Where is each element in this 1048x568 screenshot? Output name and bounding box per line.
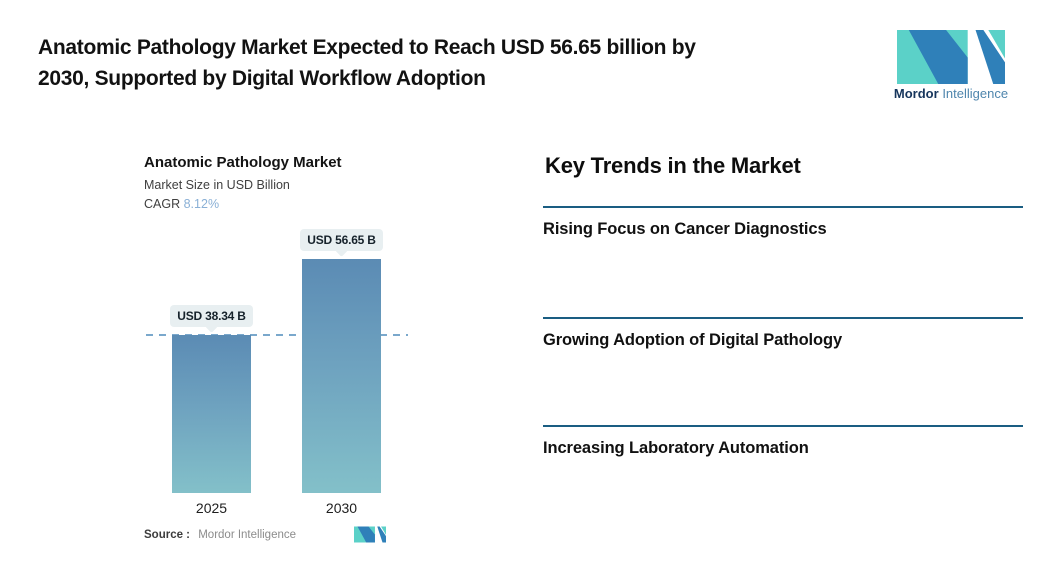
cagr-label: CAGR <box>144 197 181 211</box>
market-bar-chart: Anatomic Pathology Market Market Size in… <box>144 150 412 550</box>
chart-subtitle: Market Size in USD Billion <box>144 178 290 192</box>
page-title-line-1: Anatomic Pathology Market Expected to Re… <box>38 36 696 59</box>
brand-logo: Mordor Intelligence <box>884 30 1018 101</box>
mordor-intelligence-logo-small-icon <box>354 526 386 543</box>
value-callout-box: USD 56.65 B <box>300 229 383 257</box>
bar <box>172 335 251 493</box>
chart-cagr: CAGR 8.12% <box>144 197 219 211</box>
x-axis-label-2030: 2030 <box>325 500 358 516</box>
source-row: Source : Mordor Intelligence <box>144 529 296 541</box>
source-label: Source : <box>144 529 191 541</box>
mordor-intelligence-logo-icon <box>897 30 1005 84</box>
value-callout-2025: USD 38.34 B <box>170 305 253 333</box>
trends-heading: Key Trends in the Market <box>545 153 801 178</box>
page-title-line-2: 2030, Supported by Digital Workflow Adop… <box>38 67 486 90</box>
value-callout-2030: USD 56.65 B <box>300 229 383 257</box>
trend-item: Increasing Laboratory Automation <box>543 425 1023 458</box>
value-callout-box: USD 38.34 B <box>170 305 253 333</box>
key-trends-panel: Key Trends in the Market Rising Focus on… <box>543 150 1023 480</box>
brand-name-light: Intelligence <box>942 86 1009 101</box>
source-value: Mordor Intelligence <box>198 529 297 541</box>
cagr-value: 8.12% <box>183 197 220 211</box>
bar <box>302 259 381 493</box>
x-axis-label-2025: 2025 <box>195 500 228 516</box>
value-callout-text: USD 56.65 B <box>307 233 376 247</box>
brand-wordmark: Mordor Intelligence <box>884 86 1018 101</box>
trend-item: Rising Focus on Cancer Diagnostics <box>543 206 1023 239</box>
chart-title: Anatomic Pathology Market <box>144 154 342 171</box>
brand-name-bold: Mordor <box>893 86 939 101</box>
page-title: Anatomic Pathology Market Expected to Re… <box>38 32 696 94</box>
reference-dashed-line <box>146 334 408 336</box>
value-callout-text: USD 38.34 B <box>177 309 246 323</box>
trend-item: Growing Adoption of Digital Pathology <box>543 317 1023 350</box>
